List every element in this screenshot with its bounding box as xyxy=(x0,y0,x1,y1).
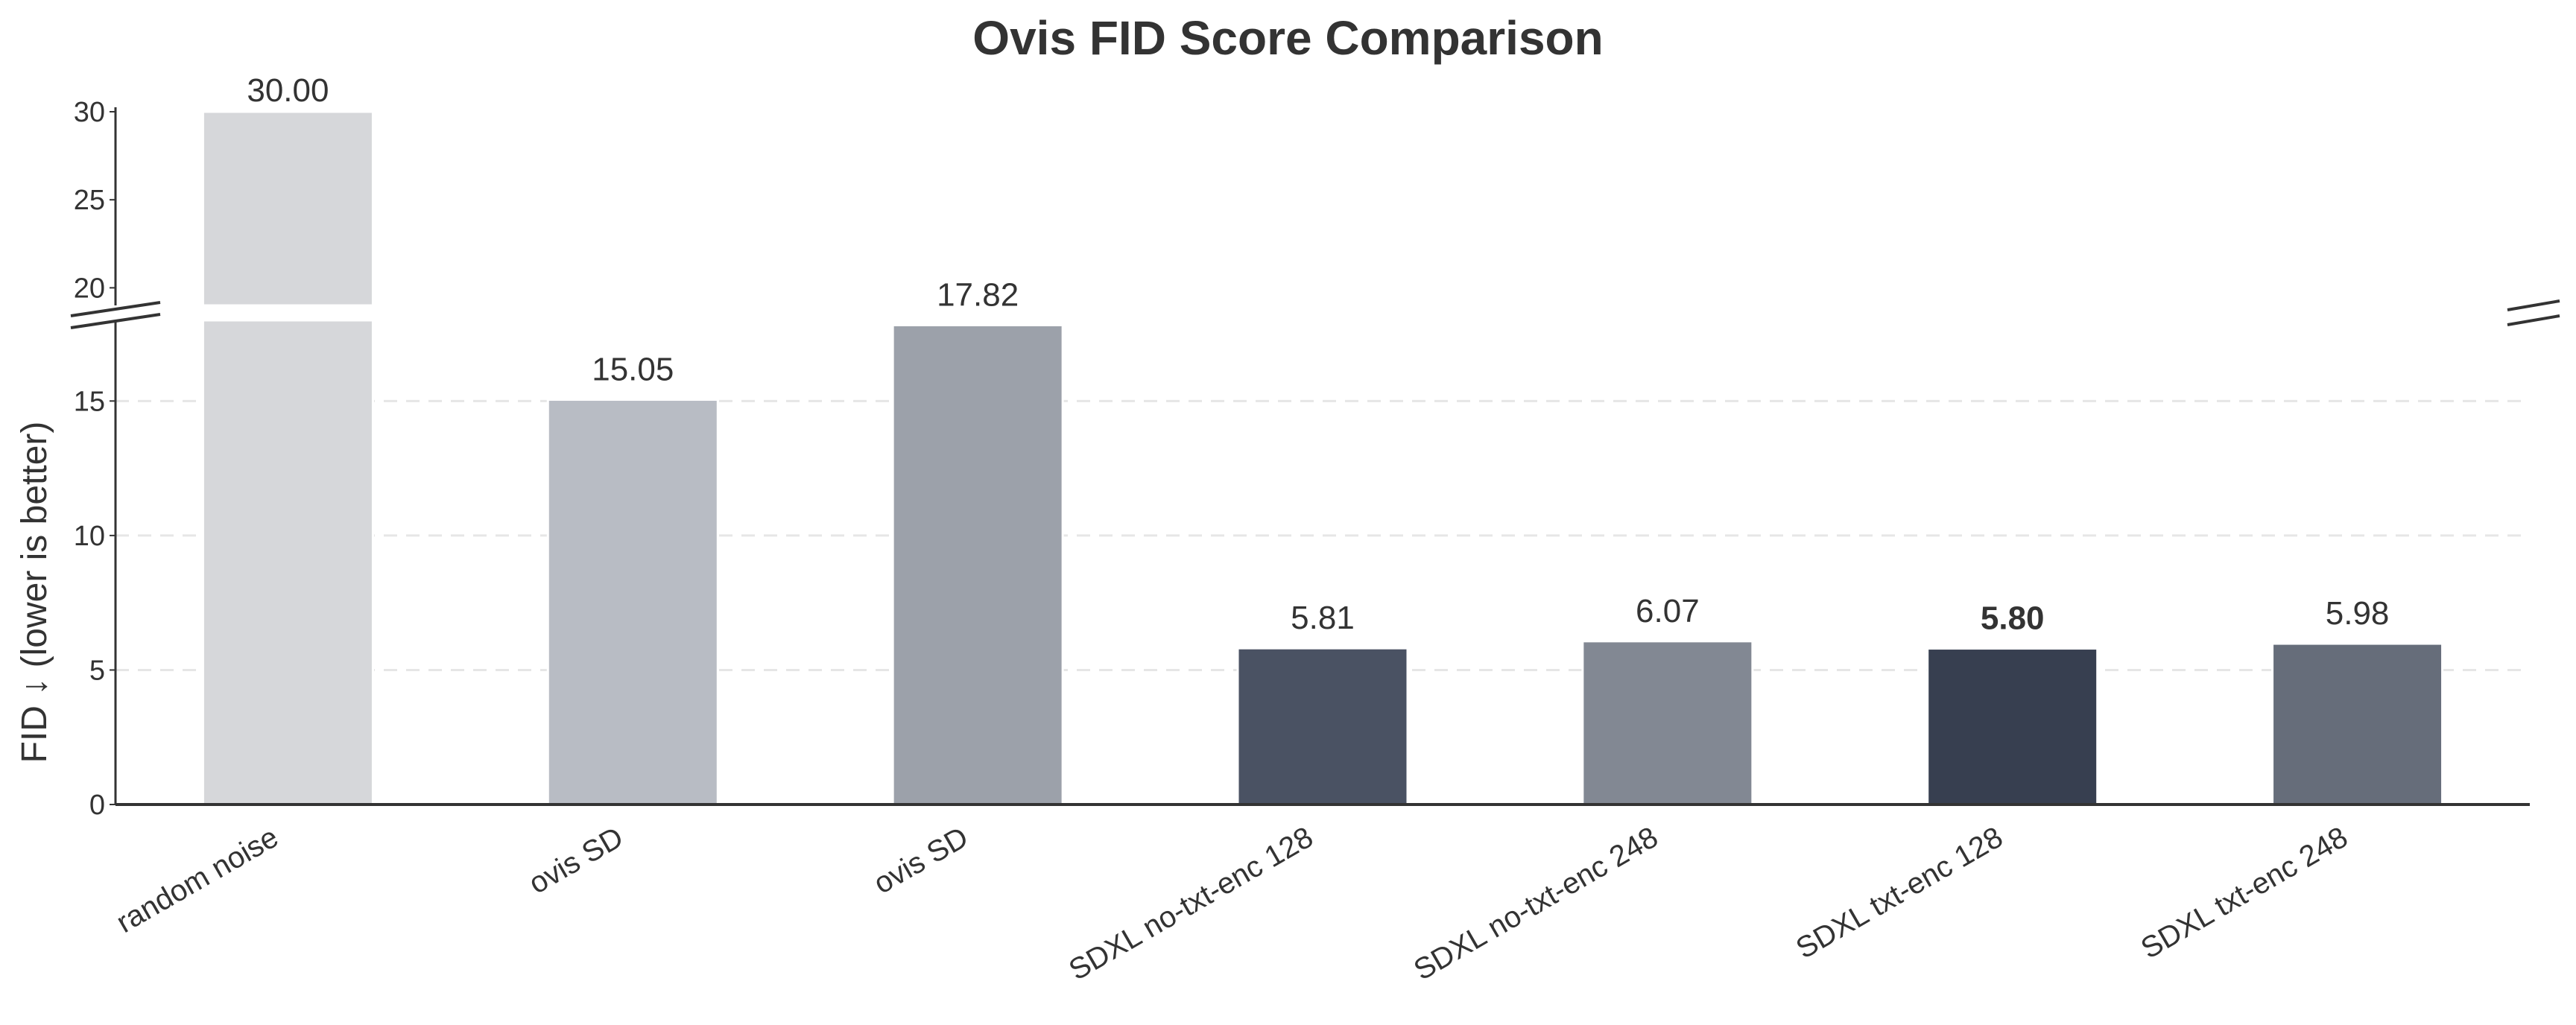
axis-break-mark xyxy=(70,301,161,317)
y-tick-label: 30 xyxy=(74,97,105,128)
value-label: 5.81 xyxy=(1291,600,1355,636)
y-tick-label: 15 xyxy=(74,386,105,417)
category-label: ovis SD xyxy=(868,821,973,901)
bar xyxy=(546,399,719,806)
category-label: ovis SD xyxy=(523,821,628,901)
value-label: 5.98 xyxy=(2326,595,2390,632)
bar xyxy=(2271,642,2444,806)
y-tick-label: 10 xyxy=(74,521,105,552)
bars xyxy=(201,110,2444,806)
category-label: SDXL no-txt-enc 248 xyxy=(1408,821,1663,987)
y-tick-label: 25 xyxy=(74,185,105,216)
chart-title: Ovis FID Score Comparison xyxy=(972,11,1604,65)
axis-break-mark xyxy=(2507,299,2560,311)
axis-break-mark xyxy=(2507,314,2560,326)
bar xyxy=(1236,647,1409,806)
value-label: 17.82 xyxy=(937,277,1019,314)
category-label: random noise xyxy=(111,821,284,939)
y-tick-label: 5 xyxy=(89,655,105,686)
axes xyxy=(70,107,2560,806)
bar xyxy=(1926,647,2099,806)
y-tick-label: 0 xyxy=(89,790,105,821)
value-label: 6.07 xyxy=(1636,593,1700,629)
value-label: 30.00 xyxy=(247,72,329,109)
y-axis-label: FID ↓ (lower is better) xyxy=(15,422,54,764)
category-label: SDXL no-txt-enc 128 xyxy=(1063,821,1318,987)
value-label: 5.80 xyxy=(1981,600,2045,637)
bar xyxy=(891,324,1064,806)
y-tick-label: 20 xyxy=(74,273,105,304)
category-label: SDXL txt-enc 248 xyxy=(2136,821,2353,965)
category-label: SDXL txt-enc 128 xyxy=(1791,821,2008,965)
bar xyxy=(201,319,374,806)
value-label: 15.05 xyxy=(592,352,674,388)
bar-upper-segment xyxy=(201,110,374,307)
axis-break-mark xyxy=(70,313,161,329)
bar xyxy=(1581,640,1754,806)
